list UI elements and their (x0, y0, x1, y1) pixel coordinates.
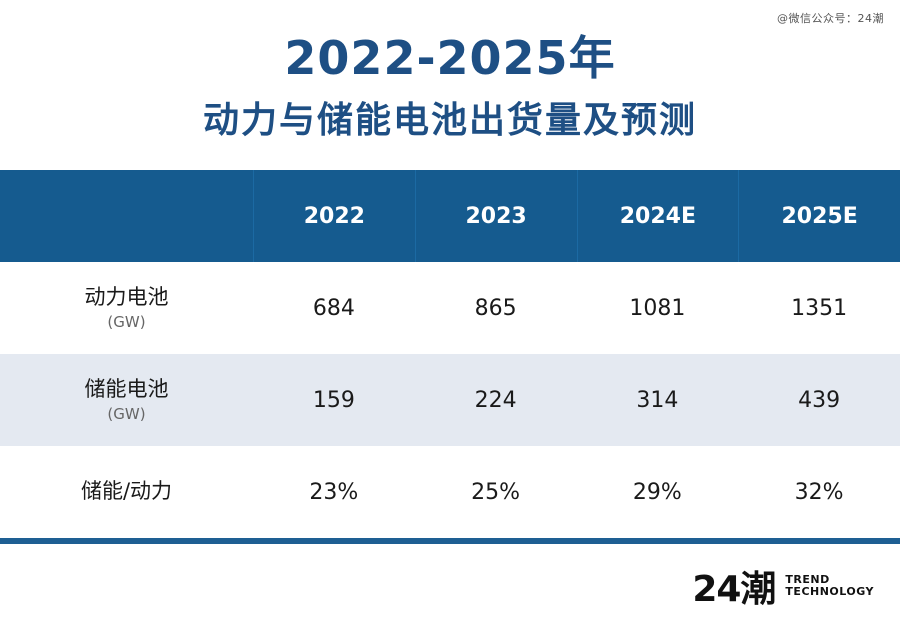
watermark: @微信公众号：24潮 (777, 12, 884, 25)
table-cell: 314 (636, 387, 679, 413)
column-header: 2023 (414, 170, 577, 262)
column-header: 2025E (738, 170, 900, 262)
row-label-cell: 储能电池 (GW) (0, 354, 253, 446)
table-cell: 684 (312, 295, 355, 321)
column-header: 2022 (253, 170, 415, 262)
table-cell: 25% (471, 479, 521, 505)
table-cell: 32% (794, 479, 844, 505)
column-header: 2024E (576, 170, 739, 262)
logo-text-line-2: TECHNOLOGY (785, 585, 874, 598)
title-line-1: 2022-2025年 (284, 31, 616, 85)
row-label: 储能/动力 (80, 479, 173, 504)
brand-logo: 24潮 TREND TECHNOLOGY (692, 560, 874, 612)
table-cell: 224 (474, 387, 517, 413)
table-cell: 1351 (791, 295, 848, 321)
row-label-cell: 动力电池 (GW) (0, 262, 253, 354)
row-unit: (GW) (107, 404, 146, 423)
page-title: 2022-2025年 动力与储能电池出货量及预测 (0, 28, 900, 150)
row-label: 动力电池 (84, 285, 169, 310)
row-label-cell: 储能/动力 (0, 446, 253, 538)
logo-mark: 24潮 (692, 569, 776, 610)
row-unit: (GW) (107, 312, 146, 331)
table-row: 动力电池 (GW) 684 865 1081 1351 (0, 262, 900, 354)
bottom-divider (0, 538, 900, 544)
shipment-table: 2022 2023 2024E 2025E 动力电池 (GW) 684 865 … (0, 170, 900, 538)
table-cell: 29% (632, 479, 682, 505)
table-cell: 1081 (629, 295, 686, 321)
table-cell: 159 (312, 387, 355, 413)
table-cell: 865 (474, 295, 517, 321)
row-label: 储能电池 (84, 377, 169, 402)
header-corner-cell (0, 170, 253, 262)
logo-text-line-1: TREND (785, 572, 830, 586)
table-cell: 439 (798, 387, 841, 413)
table-row: 储能电池 (GW) 159 224 314 439 (0, 354, 900, 446)
title-line-2: 动力与储能电池出货量及预测 (202, 100, 697, 141)
table-row: 储能/动力 23% 25% 29% 32% (0, 446, 900, 538)
table-header-row: 2022 2023 2024E 2025E (0, 170, 900, 262)
table-cell: 23% (309, 479, 359, 505)
